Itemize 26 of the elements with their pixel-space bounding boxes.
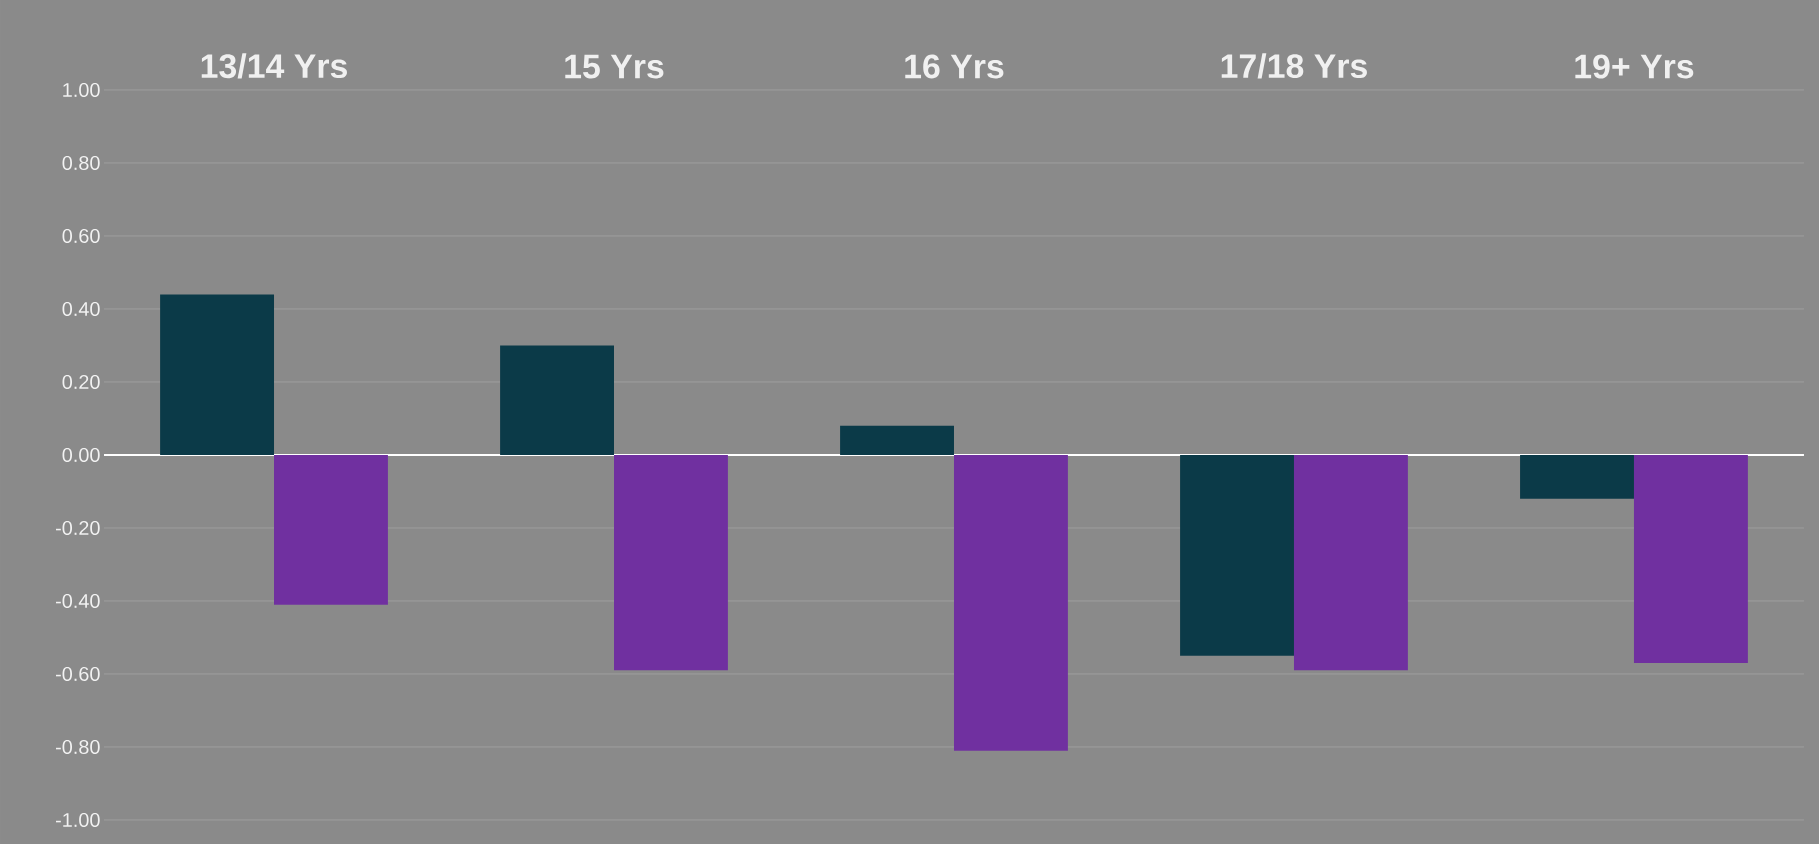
- bar: [1633, 454, 1748, 664]
- y-tick-label: -0.20: [55, 520, 100, 536]
- x-tick-label: 15 Yrs: [565, 54, 664, 79]
- y-tick-label: -0.80: [55, 739, 100, 755]
- x-tick-label: 16 Yrs: [905, 54, 1004, 79]
- x-tick-label: 19+ Yrs: [1575, 54, 1694, 79]
- y-tick-label: 0.00: [62, 447, 100, 463]
- bar: [1293, 454, 1408, 671]
- bar: [1520, 454, 1634, 499]
- bar: [160, 294, 275, 455]
- bar: [500, 345, 614, 455]
- y-tick-label: -0.60: [55, 666, 100, 682]
- x-tick-label: 17/18 Yrs: [1221, 53, 1367, 79]
- y-tick-label: -0.40: [55, 593, 100, 609]
- bar: [953, 454, 1068, 751]
- y-tick-label: 0.20: [62, 374, 100, 390]
- bar: [840, 425, 954, 455]
- y-tick-label: 0.60: [62, 228, 100, 244]
- bar: [1180, 454, 1294, 656]
- y-tick-label: 1.00: [63, 82, 100, 98]
- x-tick-label: 13/14 Yrs: [201, 53, 347, 79]
- bar: [274, 454, 388, 605]
- y-tick-label: 0.40: [62, 301, 100, 317]
- bar: [614, 454, 728, 671]
- y-tick-label: -1.00: [55, 812, 100, 828]
- y-tick-label: 0.80: [62, 155, 100, 171]
